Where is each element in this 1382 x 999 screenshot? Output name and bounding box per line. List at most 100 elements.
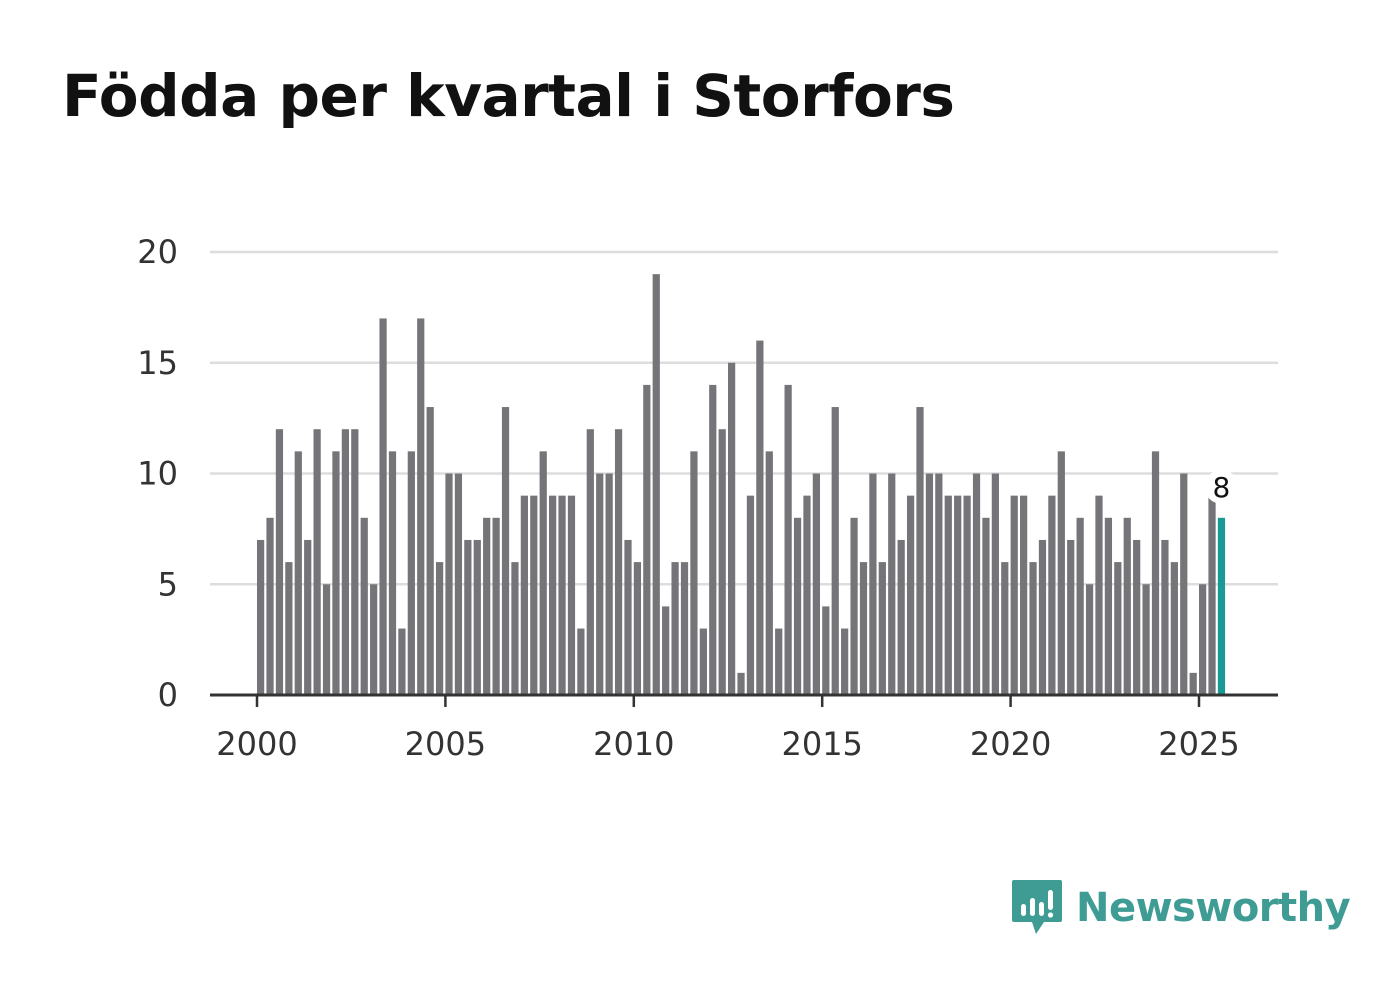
bar [869, 473, 877, 695]
bar [841, 628, 849, 695]
bar [1001, 562, 1009, 695]
y-tick-label: 0 [158, 676, 178, 714]
bar [916, 407, 924, 695]
bar [1020, 495, 1028, 695]
bar [1104, 517, 1113, 695]
bar [812, 473, 820, 695]
bar [294, 451, 302, 695]
bar [935, 473, 943, 695]
bar [426, 407, 434, 695]
bar [897, 539, 905, 695]
x-tick-label: 2005 [405, 725, 486, 763]
bar [803, 495, 811, 695]
bar [313, 429, 321, 695]
bar [1057, 451, 1065, 695]
bar [1076, 517, 1084, 695]
bar [464, 539, 472, 695]
bar [379, 318, 387, 695]
bar [1170, 562, 1178, 695]
y-tick-label: 5 [158, 565, 178, 603]
bar [567, 495, 576, 695]
axes [210, 693, 1278, 707]
bar [991, 473, 999, 695]
bar [1161, 539, 1169, 695]
bar [699, 628, 707, 695]
bar [398, 628, 406, 695]
bar [793, 517, 802, 695]
bar [445, 473, 453, 695]
bar [501, 407, 510, 695]
x-tick-label: 2020 [970, 725, 1051, 763]
y-tick-label: 20 [137, 233, 178, 271]
bar [473, 539, 481, 695]
bar [586, 429, 594, 695]
bar [643, 384, 651, 695]
bar [822, 606, 830, 695]
bar [1208, 495, 1216, 695]
x-tick-label: 2010 [593, 725, 674, 763]
x-tick-label: 2000 [216, 725, 297, 763]
bar [351, 429, 359, 695]
bar [1199, 584, 1207, 695]
bar-highlight [1217, 517, 1226, 695]
bar-chart-speech-bubble-icon [1012, 880, 1062, 934]
bar [332, 451, 340, 695]
bar [662, 606, 670, 695]
bar [906, 495, 915, 695]
bar [737, 672, 745, 695]
bar [859, 562, 868, 695]
bar [539, 451, 547, 695]
bar [492, 517, 500, 695]
bar [925, 473, 934, 695]
bar [850, 517, 858, 695]
labels: 0 5 10 15 20 2000 2005 2010 2015 2020 2025 8 [137, 233, 1239, 763]
bar [972, 473, 981, 695]
chart-title: Födda per kvartal i Storfors [62, 62, 955, 130]
bar [1067, 539, 1075, 695]
bar [341, 429, 349, 695]
bar [370, 584, 378, 695]
bar [1189, 672, 1197, 695]
bar [633, 562, 642, 695]
bar [435, 562, 444, 695]
bar [775, 628, 783, 695]
data-label: 8 [1213, 471, 1231, 504]
bar [1180, 473, 1188, 695]
gridlines [210, 250, 1278, 586]
bars [257, 274, 1226, 695]
bar [511, 562, 519, 695]
bar [1010, 495, 1018, 695]
bar [746, 495, 755, 695]
bar [322, 584, 331, 695]
bar [982, 517, 990, 695]
bar [1085, 584, 1094, 695]
y-tick-label: 10 [137, 455, 178, 493]
newsworthy-logo: Newsworthy [1010, 878, 1351, 938]
bar [652, 274, 660, 695]
bar [407, 451, 415, 695]
y-tick-label: 15 [137, 344, 178, 382]
bar [831, 407, 839, 695]
bar [388, 451, 397, 695]
bar [709, 384, 717, 695]
bar [954, 495, 962, 695]
bar [1151, 451, 1160, 695]
bar [454, 473, 463, 695]
bar [624, 539, 632, 695]
bar [728, 362, 736, 695]
x-tick-label: 2015 [781, 725, 862, 763]
bar [530, 495, 538, 695]
bar [275, 429, 284, 695]
bar [285, 562, 293, 695]
bar [549, 495, 557, 695]
logo-name: Newsworthy [1076, 885, 1351, 931]
bar [718, 429, 726, 695]
bar [1048, 495, 1056, 695]
bar [690, 451, 698, 695]
bar [1029, 562, 1037, 695]
bar [257, 539, 265, 695]
bar [1114, 562, 1122, 695]
bar [558, 495, 566, 695]
bar [596, 473, 604, 695]
